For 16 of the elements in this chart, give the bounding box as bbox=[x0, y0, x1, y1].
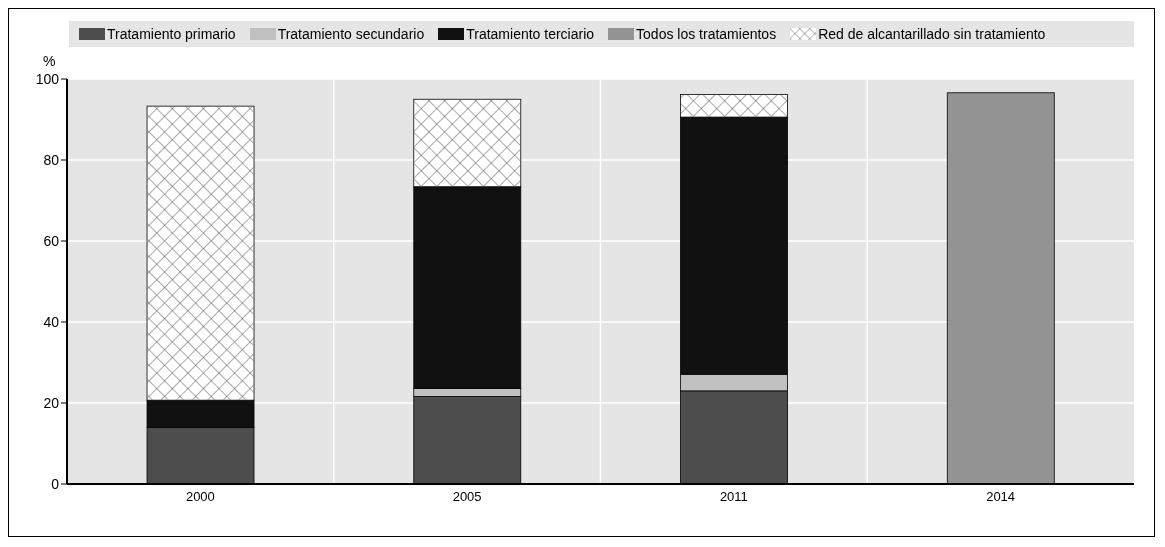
x-tick-label: 2005 bbox=[452, 489, 482, 505]
y-tick-label: 100 bbox=[35, 70, 60, 87]
legend-label: Tratamiento primario bbox=[107, 26, 236, 42]
x-tick-label: 2014 bbox=[986, 489, 1016, 505]
y-tick-label: 40 bbox=[43, 313, 60, 330]
legend-label: Tratamiento terciario bbox=[466, 26, 595, 42]
legend-label: Red de alcantarillado sin tratamiento bbox=[818, 26, 1046, 42]
y-tick-label: 60 bbox=[43, 232, 60, 249]
y-tick-label: 0 bbox=[51, 475, 60, 492]
y-tick-label: 20 bbox=[43, 394, 60, 411]
y-axis-title: % bbox=[43, 53, 57, 69]
legend-label: Tratamiento secundario bbox=[277, 26, 425, 42]
x-tick-label: 2011 bbox=[719, 489, 748, 505]
x-tick-label: 2000 bbox=[185, 489, 215, 505]
y-tick-label: 80 bbox=[43, 151, 60, 168]
legend-label: Todos los tratamientos bbox=[636, 26, 777, 42]
